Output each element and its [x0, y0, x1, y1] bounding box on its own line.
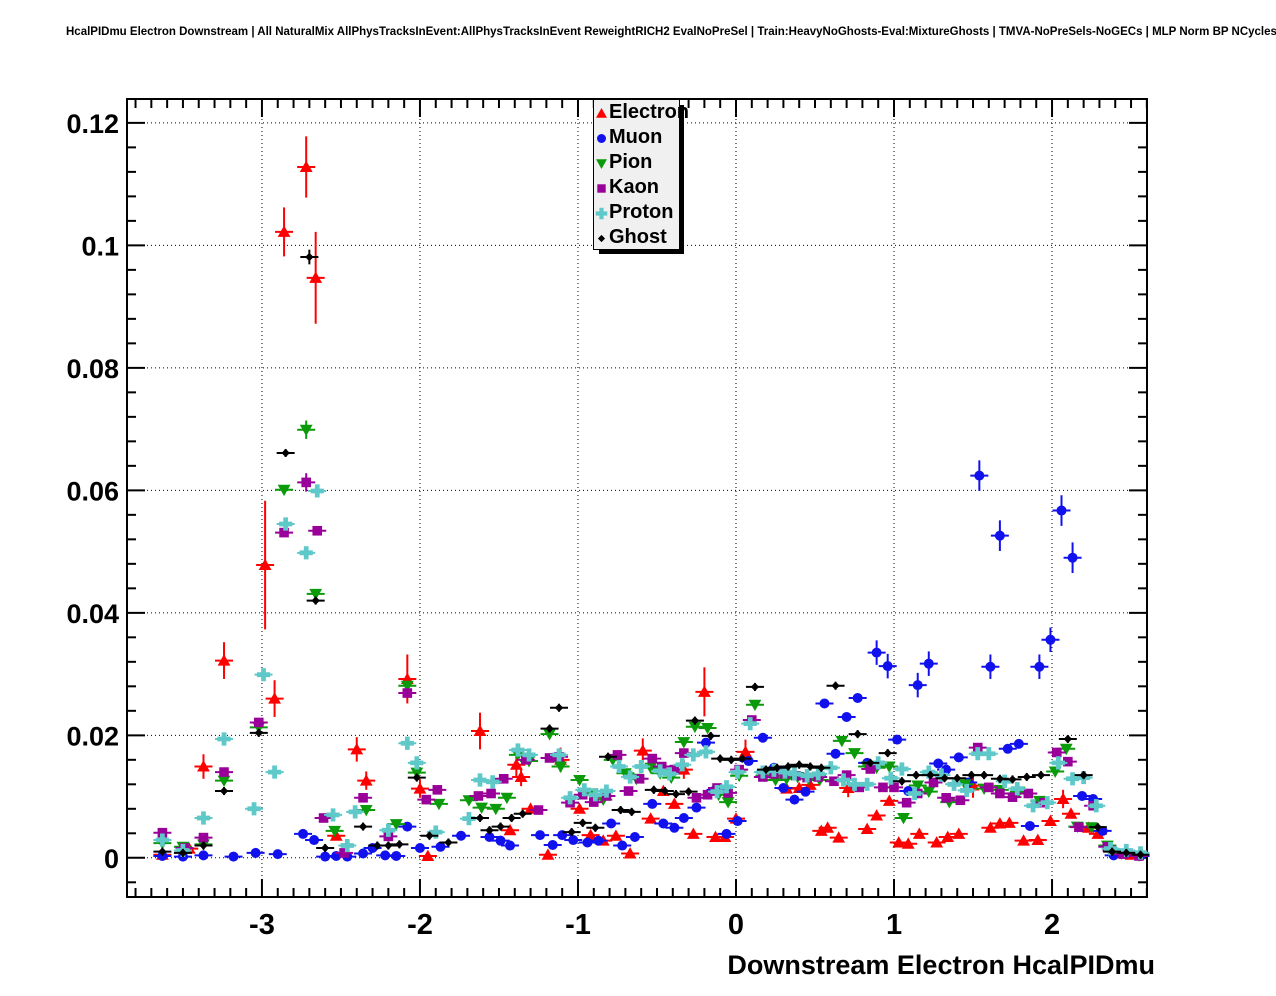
series-proton	[153, 484, 1150, 860]
plot-title: HcalPIDmu Electron Downstream | All Natu…	[66, 26, 1276, 38]
legend-entry-electron: Electron	[594, 100, 689, 125]
legend-label: Kaon	[609, 176, 659, 198]
y-tick-label: 0.02	[66, 721, 119, 751]
kaon-marker-icon	[594, 180, 609, 196]
legend-label: Ghost	[609, 226, 667, 248]
legend-label: Muon	[609, 126, 663, 148]
x-tick-label: -2	[407, 909, 433, 941]
legend-entry-proton: Proton	[594, 200, 679, 225]
legend-entry-muon: Muon	[594, 125, 679, 150]
y-tick-label: 0.04	[66, 599, 119, 629]
axis-ticks	[127, 99, 1148, 897]
proton-marker-icon	[594, 205, 609, 221]
electron-marker-icon	[594, 105, 609, 121]
y-tick-label: 0.06	[66, 476, 119, 506]
legend-entry-kaon: Kaon	[594, 175, 679, 200]
y-tick-label: 0.08	[66, 354, 119, 384]
y-tick-label: 0.1	[81, 231, 119, 261]
series-ghost	[153, 249, 1150, 859]
legend-label: Electron	[609, 101, 690, 123]
muon-marker-icon	[594, 130, 609, 146]
y-tick-label: 0.12	[66, 109, 119, 139]
tick-labels: -3 -2 -1 0 1 2 0 0.02 0.04 0.06 0.08 0.1 0.12	[66, 109, 1060, 941]
legend-entry-ghost: Ghost	[594, 225, 679, 250]
y-tick-label: 0	[104, 844, 119, 874]
series-electron	[153, 136, 1141, 861]
ghost-marker-icon	[594, 230, 609, 246]
x-tick-label: 2	[1044, 909, 1060, 941]
x-tick-label: -1	[565, 909, 591, 941]
legend-entry-pion: Pion	[594, 150, 679, 175]
x-axis-title: Downstream Electron HcalPIDmu	[727, 950, 1155, 980]
x-tick-label: -3	[249, 909, 275, 941]
series-muon	[153, 460, 1150, 862]
x-tick-label: 1	[886, 909, 902, 941]
x-tick-label: 0	[728, 909, 744, 941]
legend: Electron Muon Pion Kaon Proton Ghost	[593, 99, 689, 250]
pion-marker-icon	[594, 155, 609, 171]
legend-label: Proton	[609, 201, 674, 223]
legend-label: Pion	[609, 151, 653, 173]
